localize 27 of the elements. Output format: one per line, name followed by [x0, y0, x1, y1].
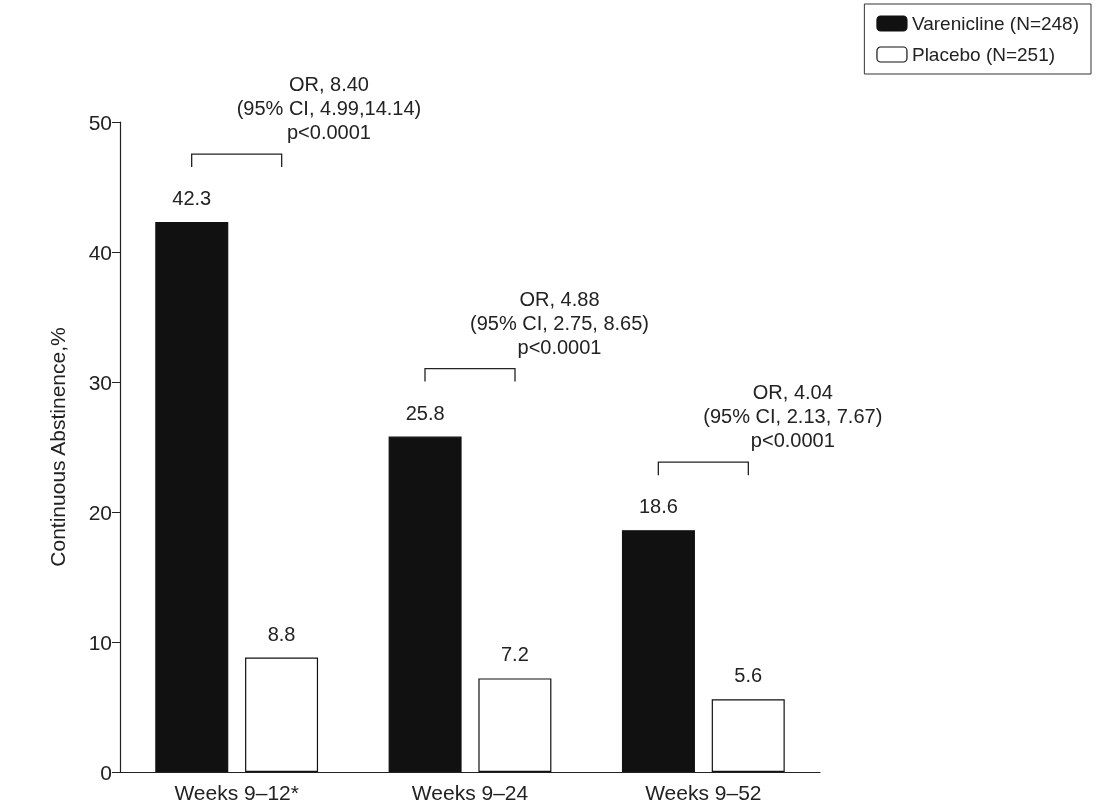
data-label: 5.6 — [734, 664, 763, 687]
x-tick-label: Weeks 9–52 — [645, 781, 762, 803]
bar — [388, 436, 462, 772]
annotation: OR, 4.04 (95% CI, 2.13, 7.67) p<0.0001 — [703, 381, 883, 452]
annotation: OR, 8.40 (95% CI, 4.99,14.14) p<0.0001 — [236, 73, 422, 144]
bar — [478, 678, 552, 772]
legend-label: Placebo (N=251) — [911, 44, 1056, 65]
data-label: 25.8 — [405, 401, 445, 424]
data-label: 18.6 — [638, 495, 678, 518]
data-label: 7.2 — [500, 643, 529, 666]
y-tick-label: 10 — [88, 630, 112, 654]
x-tick-label: Weeks 9–24 — [411, 781, 529, 803]
annotation: OR, 4.88 (95% CI, 2.75, 8.65) p<0.0001 — [470, 287, 649, 358]
y-tick-label: 50 — [88, 110, 112, 134]
x-tick-label: Weeks 9–12* — [174, 781, 299, 803]
data-label: 8.8 — [267, 622, 296, 645]
y-axis-title: Continuous Abstinence,% — [46, 327, 69, 567]
y-tick-label: 30 — [88, 370, 112, 394]
data-label: 42.3 — [172, 187, 212, 210]
y-tick-label: 40 — [88, 240, 112, 264]
bar — [155, 222, 229, 772]
bar — [245, 657, 319, 772]
y-tick-label: 20 — [88, 500, 112, 524]
legend-label: Varenicline (N=248) — [911, 13, 1080, 34]
bar — [711, 699, 785, 772]
y-tick-label: 0 — [100, 760, 112, 784]
bar — [621, 530, 695, 772]
